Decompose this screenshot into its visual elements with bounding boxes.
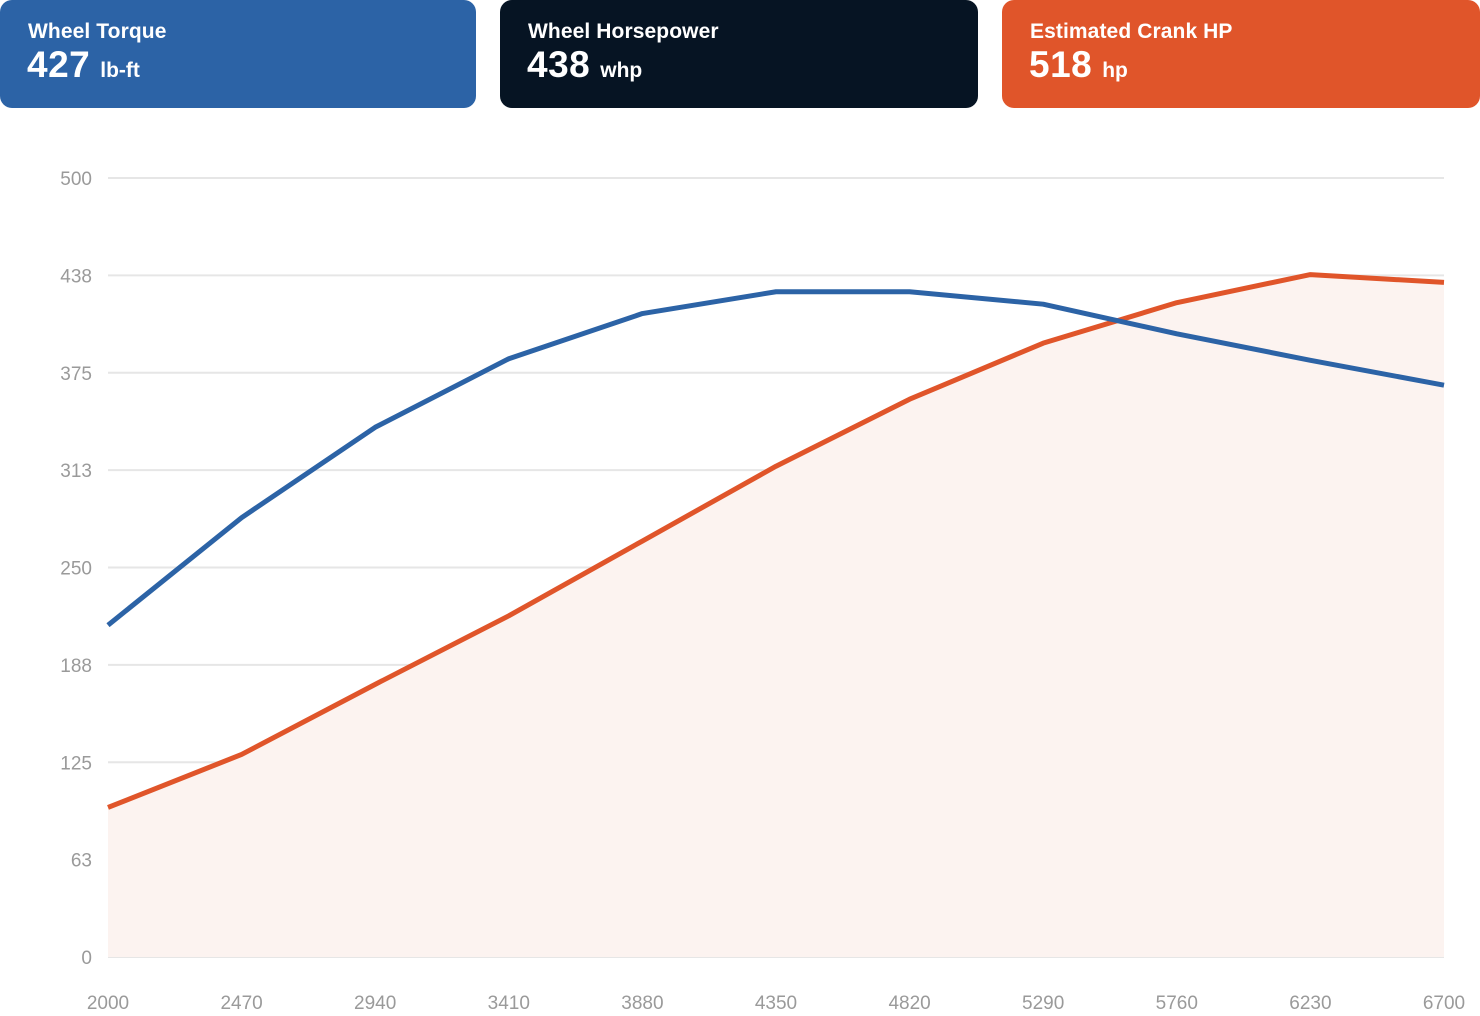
x-tick-label: 5290 [1022, 993, 1064, 1014]
wheel-horsepower-card: Wheel Horsepower 438 whp [500, 0, 978, 108]
x-tick-label: 4820 [888, 993, 930, 1014]
card-value: 438 [527, 44, 591, 85]
y-tick-label: 375 [60, 364, 92, 385]
y-tick-label: 0 [81, 948, 92, 969]
card-value: 518 [1029, 44, 1093, 85]
x-tick-label: 3410 [488, 993, 530, 1014]
card-value-row: 427 lb-ft [27, 44, 140, 86]
horsepower-series-line [107, 272, 1445, 810]
card-label: Estimated Crank HP [1030, 20, 1233, 43]
card-value: 427 [27, 44, 91, 85]
x-tick-label: 2000 [87, 993, 129, 1014]
card-unit: lb-ft [100, 59, 140, 82]
card-value-row: 438 whp [527, 44, 642, 86]
card-label: Wheel Horsepower [528, 20, 719, 43]
y-tick-label: 500 [60, 169, 92, 190]
summary-cards: Wheel Torque 427 lb-ft Wheel Horsepower 4… [0, 0, 1480, 108]
card-unit: hp [1102, 59, 1128, 82]
crank-hp-card: Estimated Crank HP 518 hp [1002, 0, 1480, 108]
horsepower-area-fill [108, 274, 1444, 957]
card-unit: whp [600, 59, 643, 82]
torque-series-line [106, 289, 1445, 628]
x-tick-label: 6700 [1423, 993, 1465, 1014]
card-label: Wheel Torque [28, 20, 167, 43]
y-tick-label: 188 [60, 656, 92, 677]
x-axis-ticks: 2000 2470 2940 3410 3880 4350 4820 5290 5760 6230… [87, 993, 1465, 1014]
x-tick-label: 2470 [220, 993, 262, 1014]
x-tick-label: 6230 [1289, 993, 1331, 1014]
x-tick-label: 4350 [755, 993, 797, 1014]
x-tick-label: 3880 [621, 993, 663, 1014]
card-value-row: 518 hp [1029, 44, 1128, 86]
y-tick-label: 250 [60, 559, 92, 580]
x-tick-label: 5760 [1156, 993, 1198, 1014]
x-tick-label: 2940 [354, 993, 396, 1014]
y-axis-ticks: 0 63 125 188 250 313 375 438 500 [60, 169, 92, 969]
y-tick-label: 125 [60, 753, 92, 774]
y-tick-label: 438 [60, 266, 92, 287]
y-tick-label: 63 [71, 851, 92, 872]
wheel-torque-card: Wheel Torque 427 lb-ft [0, 0, 476, 108]
y-tick-label: 313 [60, 461, 92, 482]
series-layer [106, 272, 1445, 957]
